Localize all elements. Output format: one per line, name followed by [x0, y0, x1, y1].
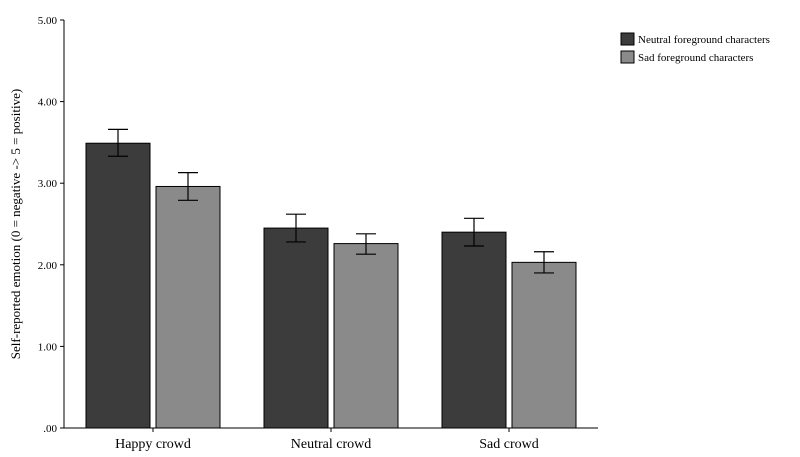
bar-sad-foreground-2	[511, 261, 577, 429]
legend-label-sad-foreground: Sad foreground characters	[638, 52, 753, 64]
error-bars-group	[108, 128, 554, 274]
bars-group	[85, 142, 577, 429]
y-tick-label: 5.00	[38, 15, 58, 27]
bar-sad-foreground-0	[155, 185, 221, 429]
y-tick-label: .00	[43, 423, 57, 435]
legend-swatch-sad-foreground	[620, 50, 635, 64]
legend-label-neutral-foreground: Neutral foreground characters	[638, 34, 770, 46]
y-tick-label: 2.00	[38, 260, 58, 272]
y-tick-label: 4.00	[38, 97, 58, 109]
x-category-label: Sad crowd	[479, 437, 539, 452]
x-axis-labels: Happy crowd Neutral crowd Sad crowd	[115, 428, 539, 452]
bar-sad-foreground-1	[333, 243, 399, 429]
y-tick-label: 1.00	[38, 341, 58, 353]
bar-neutral-foreground-2	[441, 231, 507, 429]
bar-neutral-foreground-0	[85, 142, 151, 429]
y-axis-ticks: .00 1.00 2.00 3.00 4.00 5.00	[38, 15, 64, 435]
y-axis-title: Self-reported emotion (0 = negative -> 5…	[8, 89, 23, 359]
legend: Neutral foreground characters Sad foregr…	[620, 32, 770, 64]
legend-swatch-neutral-foreground	[620, 32, 635, 46]
x-category-label: Neutral crowd	[291, 437, 371, 452]
y-tick-label: 3.00	[38, 178, 58, 190]
bar-neutral-foreground-1	[263, 227, 329, 429]
x-category-label: Happy crowd	[115, 437, 191, 452]
